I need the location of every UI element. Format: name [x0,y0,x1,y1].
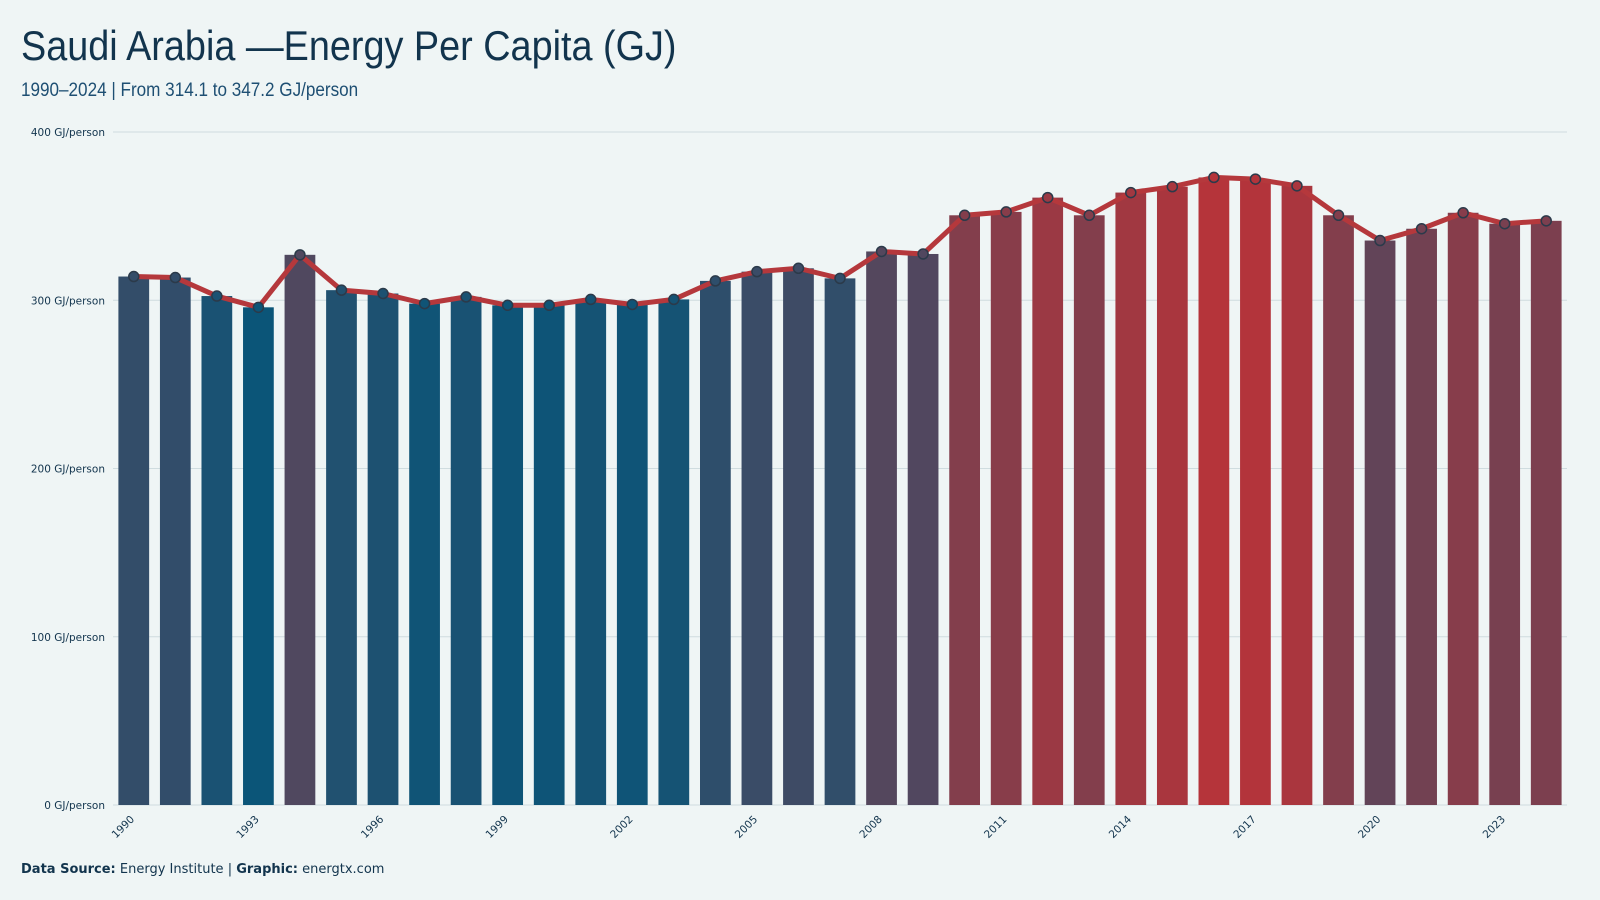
x-tick-label: 2020 [1356,813,1383,840]
point-2011 [1000,206,1012,218]
y-tick-label: 0 GJ/person [44,800,105,812]
point-2012 [1041,191,1054,204]
bar-2024 [1530,220,1562,805]
bar-2011 [990,211,1022,805]
y-tick-label: 200 GJ/person [31,464,105,476]
point-2016 [1208,171,1220,184]
marker-layer [128,171,1552,314]
bar-1997 [409,303,440,805]
x-tick-label: 1996 [359,813,387,841]
point-1993 [252,301,265,314]
bar-2013 [1073,215,1105,805]
chart-subtitle: 1990–2024 | From 314.1 to 347.2 GJ/perso… [21,80,359,101]
x-tick-label: 2017 [1231,813,1258,840]
point-2002 [626,298,639,311]
bar-2003 [658,299,690,805]
bar-2002 [616,304,648,805]
source-label: Data Source: [21,862,116,877]
y-tick-label: 400 GJ/person [31,127,105,139]
bar-1992 [201,296,233,805]
bar-2015 [1156,186,1188,805]
bar-1994 [284,254,316,805]
point-2013 [1083,209,1096,222]
bar-1998 [450,296,482,805]
x-tick-label: 2011 [982,813,1009,840]
bar-2000 [533,305,565,805]
bar-2023 [1489,223,1521,806]
point-2008 [875,245,888,258]
y-tick-label: 100 GJ/person [31,632,105,644]
source-value: Energy Institute [119,862,224,877]
point-1994 [294,249,306,261]
bar-1995 [326,290,357,805]
point-2006 [792,262,805,275]
bar-2014 [1115,192,1147,805]
point-1998 [460,291,472,303]
point-2010 [958,209,971,222]
point-2015 [1166,180,1179,193]
bar-2006 [783,268,814,806]
point-2019 [1332,209,1345,222]
point-2018 [1291,180,1303,192]
bar-2009 [907,253,939,805]
x-tick-label: 1999 [484,813,511,840]
chart-title: Saudi Arabia —Energy Per Capita (GJ) [21,22,677,69]
point-1997 [418,297,431,310]
x-tick-label: 2005 [733,813,760,840]
bar-1990 [118,276,150,806]
bar-2004 [700,280,731,805]
point-2005 [751,265,763,278]
bar-1993 [243,307,274,805]
bar-1991 [159,277,191,805]
x-tick-label: 1990 [110,813,137,840]
bar-2022 [1447,212,1479,805]
point-2020 [1374,234,1386,247]
point-2014 [1125,186,1137,199]
graphic-label: Graphic: [236,862,298,877]
bar-layer [118,177,1562,806]
bar-2012 [1032,197,1064,805]
point-2023 [1498,217,1511,230]
point-2017 [1249,173,1262,185]
bar-2005 [741,271,773,806]
point-2007 [834,272,846,285]
point-2009 [917,248,929,260]
point-2021 [1415,222,1428,235]
bar-2019 [1323,215,1354,805]
bar-2008 [866,251,897,805]
point-1995 [335,284,348,296]
x-tick-label: 2014 [1107,813,1135,841]
x-tick-label: 2023 [1481,813,1508,840]
x-tick-label: 2008 [857,813,884,840]
point-1999 [501,299,514,312]
point-2000 [543,299,555,312]
footer-credit: Data Source: Energy Institute | Graphic:… [21,862,384,877]
x-tick-label: 2002 [608,813,635,840]
bar-1999 [492,305,524,805]
bar-2017 [1240,179,1271,806]
bar-2018 [1281,185,1313,806]
bar-2001 [575,299,607,805]
bar-2020 [1364,240,1396,806]
x-tick-label: 1993 [234,813,261,840]
point-1991 [169,271,182,284]
bar-2007 [824,278,856,805]
y-tick-label: 300 GJ/person [31,295,105,307]
point-2022 [1457,207,1469,219]
bar-2021 [1406,228,1437,805]
point-1990 [128,270,140,283]
point-2003 [668,293,680,306]
point-1996 [377,287,389,300]
bar-1996 [367,293,399,805]
bar-2010 [949,215,980,805]
graphic-value: energtx.com [302,862,385,877]
point-1992 [211,290,223,302]
point-2001 [584,293,597,306]
footer-separator: | [227,862,233,877]
bar-2016 [1198,177,1230,806]
point-2004 [709,275,722,287]
point-2024 [1540,215,1552,227]
